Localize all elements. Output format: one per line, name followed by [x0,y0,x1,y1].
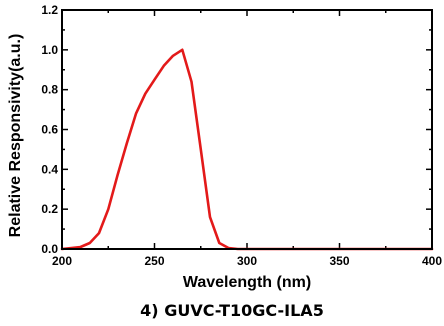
y-tick-label: 0.2 [41,202,58,216]
plot-series [60,48,434,251]
y-tick-label: 1.0 [41,43,58,57]
y-tick-label: 0.8 [41,83,58,97]
y-tick-label: 0.4 [41,162,58,176]
axis-tick-labels: 200 250 300 350 400 0.0 0.2 0.4 0.6 0.8 1.0 1.2 [41,3,442,268]
x-tick-label: 400 [422,254,442,268]
x-tick-label: 350 [329,254,349,268]
y-tick-label: 0.0 [41,242,58,256]
x-axis-title: Wavelength (nm) [183,274,311,291]
responsivity-series-line [60,48,434,251]
x-tick-label: 250 [144,254,164,268]
axis-ticks [61,9,433,250]
chart-caption: 4) GUVC-T10GC-ILA5 [140,301,324,320]
plot-frame [61,9,433,250]
x-tick-label: 200 [52,254,72,268]
y-tick-label: 1.2 [41,3,58,17]
x-tick-label: 300 [237,254,257,268]
y-tick-label: 0.6 [41,123,58,137]
y-axis-title: Relative Responsivity(a.u.) [7,34,24,238]
